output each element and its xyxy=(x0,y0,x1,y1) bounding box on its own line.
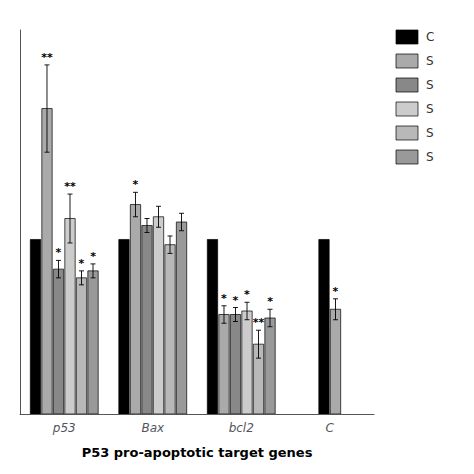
svg-text:*: * xyxy=(333,285,339,298)
svg-text:**: ** xyxy=(64,180,76,193)
svg-text:S: S xyxy=(426,126,434,140)
svg-text:*: * xyxy=(133,178,139,191)
svg-text:p53: p53 xyxy=(52,421,76,435)
svg-text:*: * xyxy=(56,246,62,259)
svg-text:C: C xyxy=(426,30,434,44)
svg-text:P53 pro-apoptotic target genes: P53 pro-apoptotic target genes xyxy=(82,445,313,460)
svg-text:*: * xyxy=(90,250,96,263)
svg-text:C: C xyxy=(326,421,335,435)
svg-text:*: * xyxy=(79,257,85,270)
svg-text:S: S xyxy=(426,78,434,92)
svg-text:bcl2: bcl2 xyxy=(229,421,254,435)
svg-text:*: * xyxy=(267,295,273,308)
svg-text:Bax: Bax xyxy=(141,421,165,435)
svg-text:**: ** xyxy=(253,316,265,329)
svg-text:S: S xyxy=(426,54,434,68)
svg-text:*: * xyxy=(244,288,250,301)
svg-text:**: ** xyxy=(41,51,53,64)
svg-text:*: * xyxy=(233,294,239,307)
svg-text:*: * xyxy=(221,292,227,305)
svg-text:S: S xyxy=(426,150,434,164)
svg-text:S: S xyxy=(426,102,434,116)
